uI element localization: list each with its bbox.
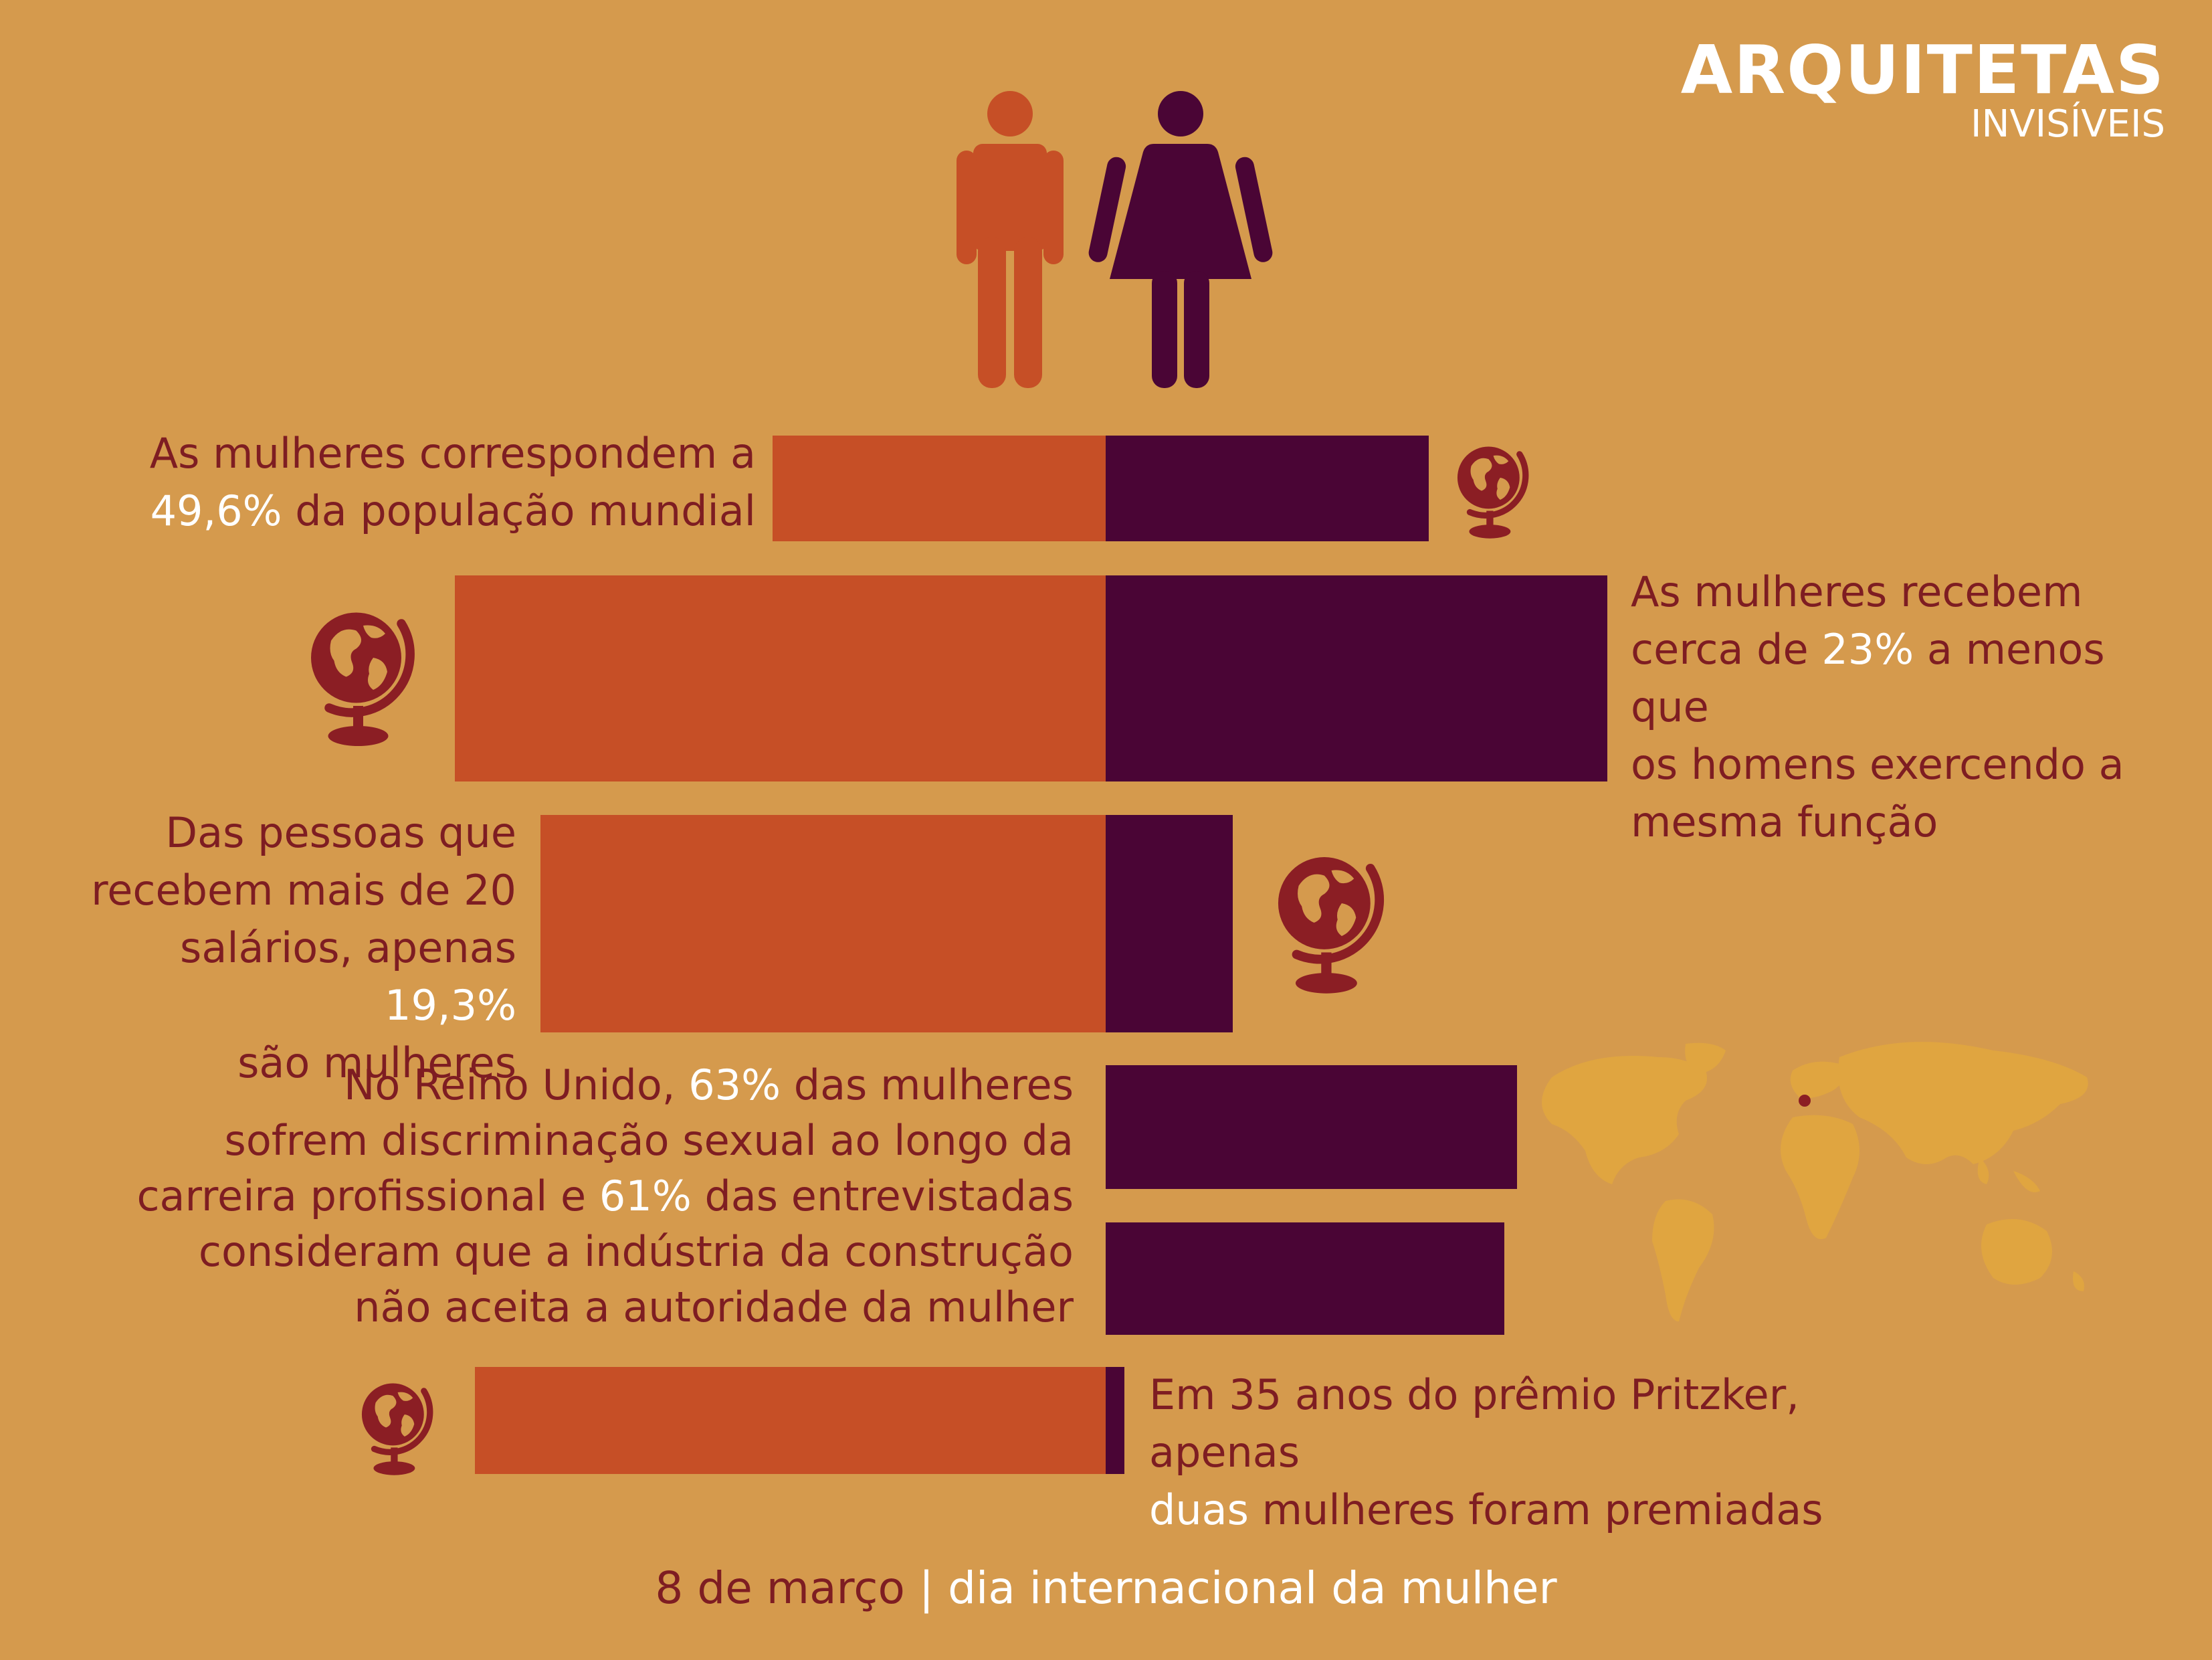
stat-pritzker: Em 35 anos do prêmio Pritzker, apenas du… bbox=[1149, 1370, 1823, 1534]
brand-logo: ARQUITETAS INVISÍVEIS bbox=[1681, 37, 2165, 145]
bar-women-population bbox=[1106, 436, 1429, 541]
highlight-value: duas bbox=[1149, 1485, 1249, 1534]
highlight-value: 23% bbox=[1821, 625, 1914, 674]
woman-icon bbox=[1088, 91, 1273, 388]
globe-icon bbox=[1268, 840, 1391, 1004]
footer-separator: | bbox=[918, 1562, 934, 1614]
brand-title: ARQUITETAS bbox=[1680, 31, 2165, 109]
highlight-value: 63% bbox=[688, 1060, 781, 1109]
globe-icon bbox=[355, 1372, 438, 1482]
stat-top-earners: Das pessoas que recebem mais de 20 salár… bbox=[91, 808, 516, 1087]
bar-men-pritzker bbox=[475, 1367, 1106, 1474]
stat-uk: No Reino Unido, 63% das mulheres sofrem … bbox=[136, 1060, 1074, 1331]
bar-women-pritzker bbox=[1106, 1367, 1124, 1474]
bar-men-population bbox=[773, 436, 1106, 541]
bar-women-uk-authority bbox=[1106, 1222, 1504, 1335]
brand-subtitle: INVISÍVEIS bbox=[1970, 102, 2165, 146]
bar-men-top-earners bbox=[540, 815, 1106, 1032]
bar-women-uk-discrimination bbox=[1106, 1065, 1517, 1189]
globe-icon bbox=[1450, 435, 1534, 545]
bar-women-top-earners bbox=[1106, 815, 1233, 1032]
highlight-value: 61% bbox=[599, 1172, 692, 1220]
footer-occasion: dia internacional da mulher bbox=[948, 1562, 1557, 1614]
bar-women-salary bbox=[1106, 575, 1607, 781]
globe-icon bbox=[301, 595, 421, 756]
highlight-value: 19,3% bbox=[385, 981, 516, 1030]
highlight-value: 49,6% bbox=[150, 486, 282, 535]
man-icon bbox=[957, 91, 1064, 388]
bar-men-salary bbox=[455, 575, 1106, 781]
stat-salary: As mulheres recebem cerca de 23% a menos… bbox=[1631, 567, 2124, 846]
stat-population: As mulheres correspondem a 49,6% da popu… bbox=[149, 429, 756, 535]
footer-date: 8 de março bbox=[655, 1562, 905, 1614]
world-map-icon bbox=[1542, 1042, 2088, 1321]
footer: 8 de março | dia internacional da mulher bbox=[0, 1562, 2212, 1614]
